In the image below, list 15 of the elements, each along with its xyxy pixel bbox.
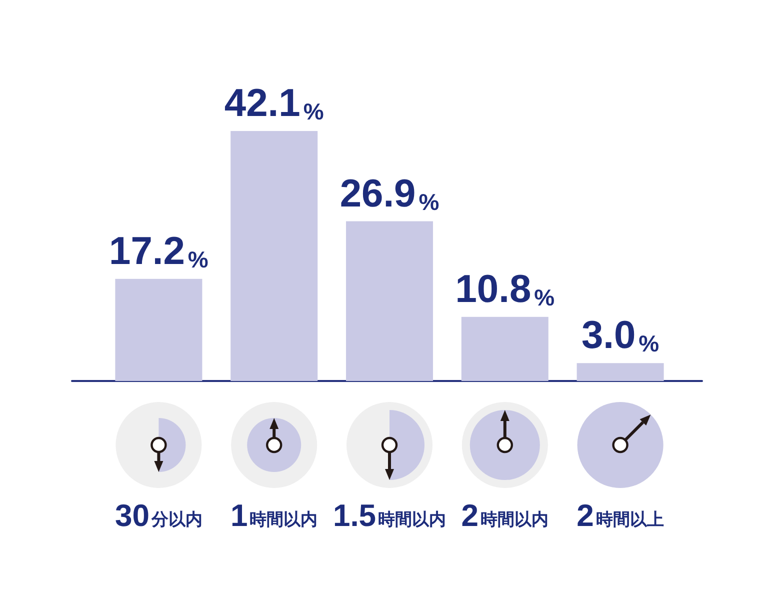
x-tick-label: 1時間以内 — [230, 498, 318, 533]
bar — [576, 363, 664, 381]
x-tick-label: 2時間以上 — [576, 498, 664, 533]
data-label: 3.0% — [581, 314, 660, 358]
x-tick-label: 1.5時間以内 — [332, 498, 446, 533]
data-label: 42.1% — [224, 82, 324, 125]
bar — [461, 316, 548, 381]
bar — [115, 278, 202, 381]
data-label: 17.2% — [109, 230, 208, 273]
bar — [346, 221, 433, 381]
x-tick-label: 30分以内 — [114, 498, 202, 533]
bar — [230, 131, 318, 381]
x-tick-label: 2時間以内 — [461, 498, 549, 533]
data-label: 10.8% — [455, 268, 555, 311]
data-label: 26.9% — [340, 172, 440, 216]
